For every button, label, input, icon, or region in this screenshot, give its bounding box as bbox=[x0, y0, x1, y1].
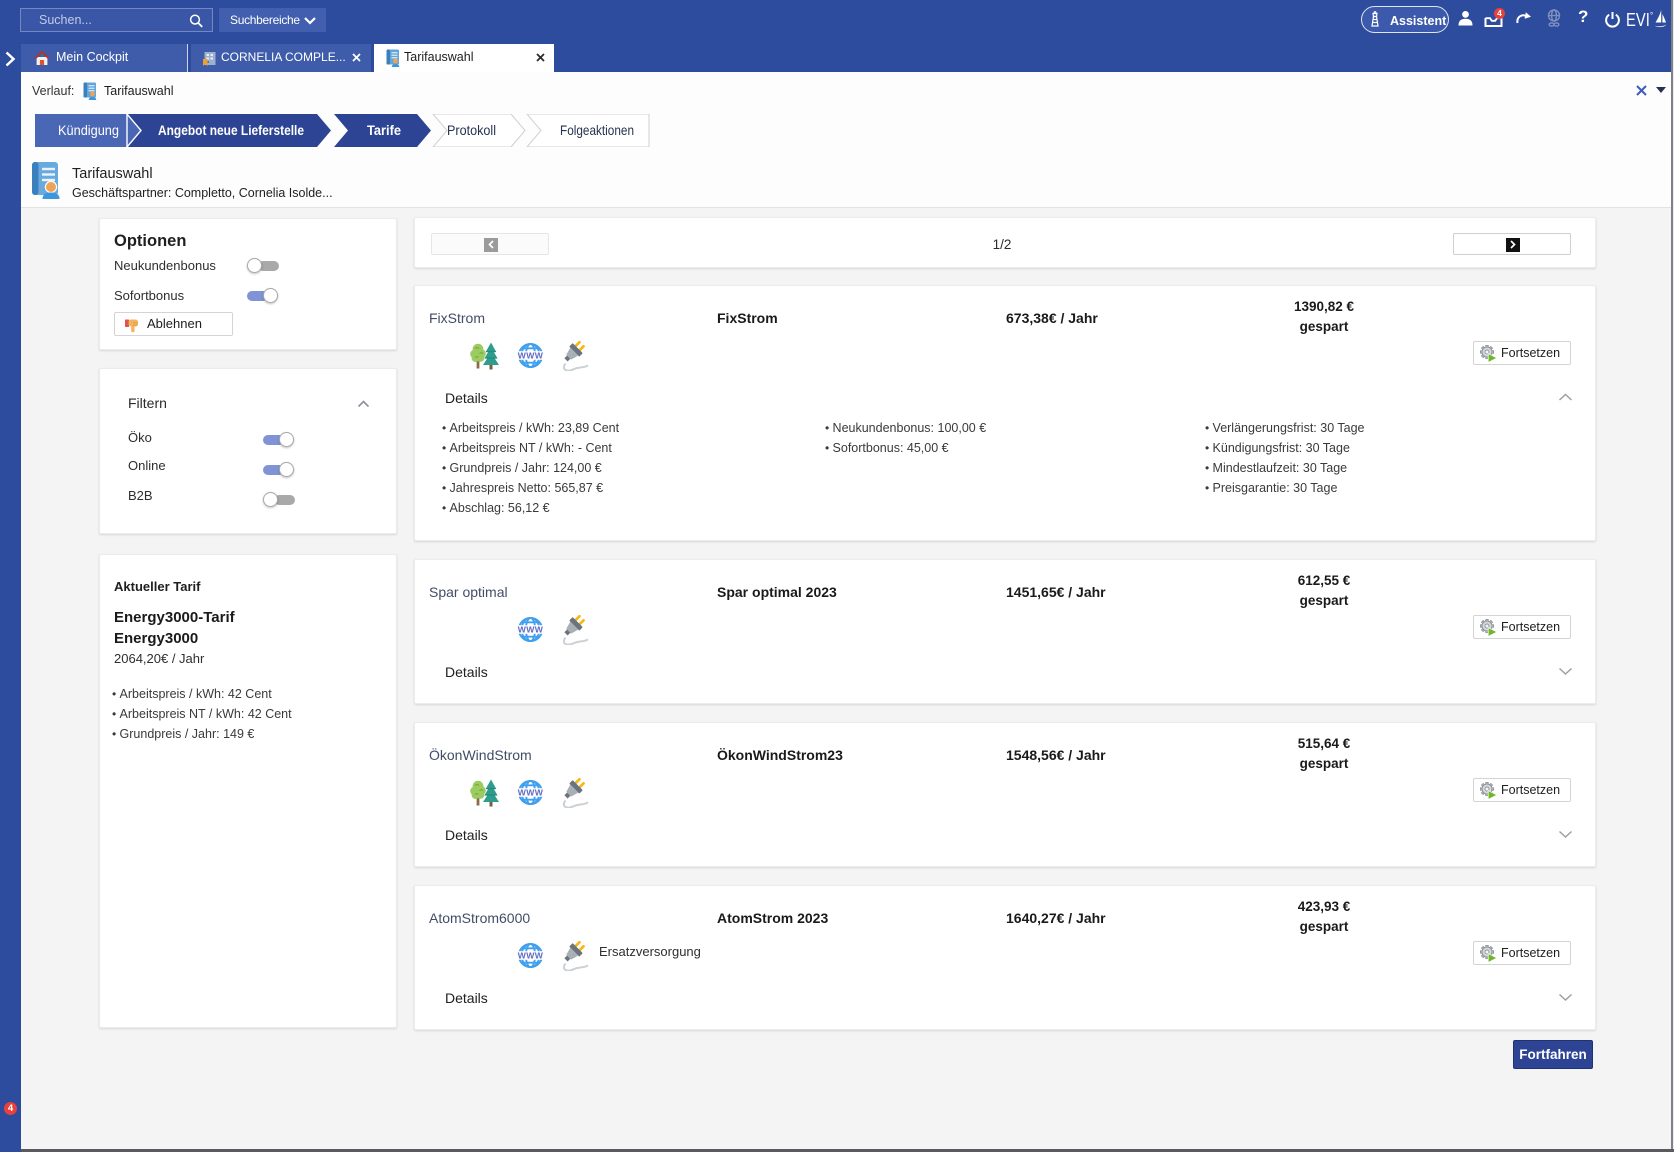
svg-text:WWW: WWW bbox=[518, 351, 544, 361]
svg-text:Folgeaktionen: Folgeaktionen bbox=[560, 122, 634, 138]
svg-text:Angebot neue Lieferstelle: Angebot neue Lieferstelle bbox=[158, 122, 304, 138]
svg-text:Protokoll: Protokoll bbox=[447, 122, 496, 138]
svg-text:WWW: WWW bbox=[518, 951, 544, 961]
svg-text:Tarife: Tarife bbox=[367, 122, 401, 138]
svg-text:Kündigung: Kündigung bbox=[58, 122, 119, 138]
svg-text:WWW: WWW bbox=[518, 625, 544, 635]
svg-text:WWW: WWW bbox=[518, 788, 544, 798]
